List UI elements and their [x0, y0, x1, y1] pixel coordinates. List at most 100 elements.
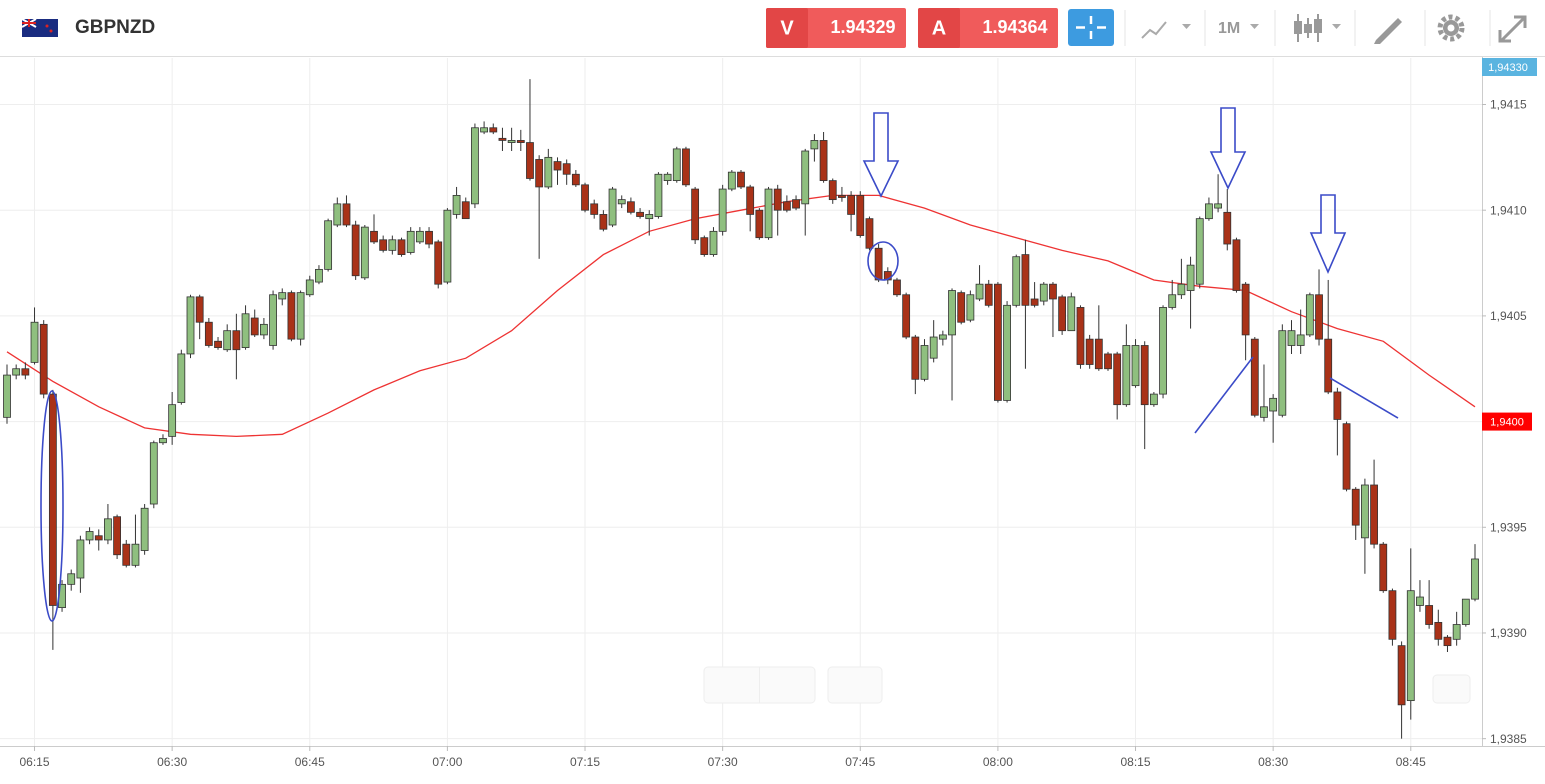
candle: [1406, 548, 1415, 720]
candle-body: [21, 368, 30, 376]
price-tag-label: 1,9400: [1490, 416, 1524, 428]
candle-body: [819, 140, 828, 182]
candle-body: [571, 173, 580, 186]
candle-body: [764, 188, 773, 239]
x-tick-label: 08:00: [983, 755, 1013, 769]
sell-button[interactable]: V 1.94329: [766, 8, 906, 48]
candle-body: [957, 292, 966, 323]
fullscreen-button[interactable]: [1498, 15, 1527, 43]
candle: [994, 282, 1002, 403]
candle: [269, 290, 277, 350]
candle: [3, 364, 11, 424]
candle-body: [1416, 596, 1424, 606]
candle-body: [847, 194, 855, 215]
candle-body: [938, 334, 947, 340]
chart-type-button[interactable]: [1141, 21, 1191, 39]
candle-body: [874, 247, 883, 281]
candle: [535, 155, 544, 259]
candle-body: [1406, 590, 1415, 702]
candle: [1223, 189, 1232, 251]
candle: [1379, 542, 1388, 593]
candle-body: [1452, 624, 1461, 640]
candle-body: [773, 188, 782, 211]
candle-body: [682, 148, 690, 186]
candle-body: [1250, 338, 1259, 416]
candle-body: [1296, 334, 1305, 346]
draw-button[interactable]: [1374, 18, 1402, 44]
candle-body: [1232, 239, 1241, 291]
candle-type-button[interactable]: [1294, 14, 1341, 42]
candle: [828, 178, 837, 204]
candle-body: [1443, 636, 1452, 647]
candle: [1471, 544, 1479, 602]
candle-body: [810, 140, 819, 150]
candle-body: [296, 292, 305, 340]
candle-body: [544, 156, 553, 188]
candle: [140, 504, 149, 555]
candle-body: [324, 220, 333, 270]
flag-icon: [21, 18, 58, 37]
candle-body: [131, 543, 140, 566]
candle: [480, 121, 489, 135]
candle-body: [516, 140, 525, 143]
candle: [893, 277, 901, 297]
current-price-label: 1,94330: [1488, 62, 1528, 74]
candle-body: [370, 230, 378, 243]
buy-button[interactable]: A 1.94364: [918, 8, 1058, 48]
candle-body: [425, 230, 433, 245]
candle: [856, 191, 865, 238]
trend-line-annotation: [1329, 377, 1399, 419]
moving-average-line: [6, 194, 1476, 438]
candle: [1159, 305, 1167, 399]
candle-body: [140, 507, 149, 551]
candle-body: [1361, 484, 1369, 539]
candle: [1434, 609, 1443, 646]
candle-body: [250, 317, 259, 336]
candle: [1003, 301, 1011, 403]
x-tick-label: 07:30: [708, 755, 738, 769]
candle-body: [1140, 345, 1149, 406]
candle-body: [608, 188, 617, 226]
candle-body: [195, 296, 204, 323]
candle: [76, 535, 85, 593]
candle: [461, 197, 470, 220]
candle-body: [1379, 543, 1388, 592]
candle: [1370, 459, 1378, 549]
candle-body: [553, 161, 562, 171]
candle: [700, 235, 709, 257]
candle: [792, 195, 800, 211]
candle: [406, 227, 415, 255]
candle: [764, 186, 773, 240]
candle-body: [1425, 605, 1434, 625]
crosshair-button[interactable]: [1068, 9, 1114, 46]
candle: [122, 539, 131, 568]
candle: [801, 148, 810, 236]
settings-button[interactable]: [1437, 14, 1465, 42]
candle-body: [948, 290, 956, 336]
zoom-controls[interactable]: [703, 666, 1471, 704]
candle: [48, 389, 57, 650]
candle-body: [718, 188, 727, 232]
candle: [177, 349, 186, 405]
candle-body: [1388, 590, 1397, 640]
candle-body: [1305, 294, 1314, 336]
candle-body: [1049, 283, 1057, 300]
candle: [911, 334, 920, 395]
candle-body: [1113, 353, 1122, 406]
x-tick-label: 06:45: [295, 755, 325, 769]
candle: [12, 364, 21, 380]
candle: [1278, 324, 1287, 418]
candle: [471, 123, 479, 209]
candle: [810, 134, 819, 162]
candle-body: [1269, 397, 1278, 412]
candle-body: [645, 214, 654, 220]
timeframe-button[interactable]: 1M: [1218, 20, 1259, 37]
candle-body: [1351, 488, 1360, 526]
candle: [39, 320, 48, 399]
candle: [1039, 282, 1048, 306]
y-tick-label: 1,9410: [1490, 203, 1527, 217]
candle: [654, 172, 663, 219]
candle-body: [911, 336, 920, 380]
candle: [1049, 282, 1057, 338]
